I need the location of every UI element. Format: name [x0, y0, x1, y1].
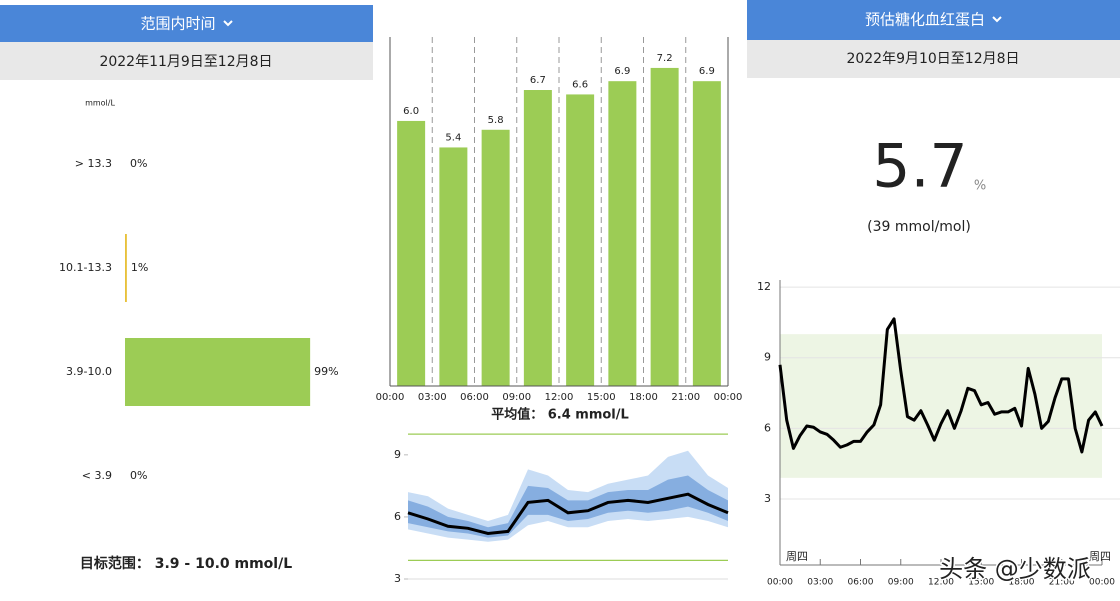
bar	[608, 81, 637, 386]
category-label: 10.1-13.3	[59, 261, 112, 274]
a1c-value: 5.7	[872, 132, 967, 202]
date-range: 2022年9月10日至12月8日	[846, 51, 1019, 67]
x-tick-label: 00:00	[1089, 578, 1115, 588]
category-label: < 3.9	[82, 469, 112, 482]
x-tick-label: 00:00	[714, 392, 743, 403]
x-tick-label: 21:00	[1049, 578, 1075, 588]
y-tick-label: 3	[764, 492, 771, 505]
x-tick-label: 06:00	[848, 578, 874, 588]
watermark: 头条 @少数派	[939, 555, 1091, 583]
day-label: 周四	[786, 550, 808, 563]
value-label: 0%	[130, 469, 147, 482]
bar	[125, 234, 127, 302]
average: 平均值： 6.4 mmol/L	[491, 407, 629, 423]
x-tick-label: 03:00	[418, 392, 447, 403]
bar	[650, 67, 679, 387]
x-tick-label: 15:00	[587, 392, 616, 403]
x-tick-label: 00:00	[767, 578, 793, 588]
x-tick-label: 12:00	[545, 392, 574, 403]
value-label: 99%	[314, 365, 338, 378]
bar	[397, 120, 426, 386]
a1c-alt: (39 mmol/mol)	[867, 219, 971, 235]
median-line	[407, 492, 729, 535]
x-tick-label: 06:00	[460, 392, 489, 403]
value-label: 5.4	[445, 132, 461, 143]
value-label: 6.7	[530, 75, 546, 86]
x-tick-label: 12:00	[928, 578, 954, 588]
a1c-unit: %	[974, 179, 986, 194]
x-tick-label: 18:00	[629, 392, 658, 403]
subheader-bar	[747, 40, 1120, 78]
value-label: 0%	[130, 157, 147, 170]
glucose-line	[778, 317, 1104, 454]
y-tick-label: 6	[394, 510, 401, 523]
bar	[481, 129, 510, 386]
bar	[125, 338, 311, 406]
value-label: 1%	[131, 261, 148, 274]
y-tick-label: 3	[394, 572, 401, 585]
value-label: 6.9	[614, 66, 630, 77]
x-tick-label: 03:00	[807, 578, 833, 588]
value-label: 5.8	[488, 115, 504, 126]
value-label: 6.9	[699, 66, 715, 77]
bar	[566, 94, 595, 386]
y-tick-label: 9	[764, 351, 771, 364]
unit-label: mmol/L	[85, 99, 115, 108]
date-range: 2022年11月9日至12月8日	[99, 54, 272, 70]
panel-header[interactable]: 预估糖化血红蛋白	[865, 11, 985, 29]
percentile-band	[408, 475, 728, 538]
bar	[523, 90, 552, 386]
header-bar[interactable]	[0, 5, 373, 42]
header-bar[interactable]	[747, 0, 1120, 40]
panel-header[interactable]: 范围内时间	[140, 15, 215, 33]
dropdown-icon[interactable]	[223, 20, 233, 27]
value-label: 7.2	[657, 53, 673, 64]
bar	[692, 81, 721, 386]
bar	[439, 147, 468, 386]
y-tick-label: 6	[764, 421, 771, 434]
x-tick-label: 09:00	[888, 578, 914, 588]
x-tick-label: 09:00	[502, 392, 531, 403]
x-tick-label: 00:00	[376, 392, 405, 403]
dropdown-icon[interactable]	[992, 16, 1002, 23]
y-tick-label: 12	[757, 280, 771, 293]
category-label: > 13.3	[75, 157, 112, 170]
percentile-band	[408, 450, 728, 542]
target-range: 目标范围： 3.9 - 10.0 mmol/L	[80, 555, 292, 572]
value-label: 6.6	[572, 79, 588, 90]
category-label: 3.9-10.0	[66, 365, 112, 378]
x-tick-label: 18:00	[1009, 578, 1035, 588]
subheader-bar	[0, 42, 373, 80]
value-label: 6.0	[403, 106, 419, 117]
day-label: 周四	[1089, 550, 1111, 563]
y-tick-label: 9	[394, 448, 401, 461]
x-tick-label: 21:00	[671, 392, 700, 403]
x-tick-label: 15:00	[968, 578, 994, 588]
